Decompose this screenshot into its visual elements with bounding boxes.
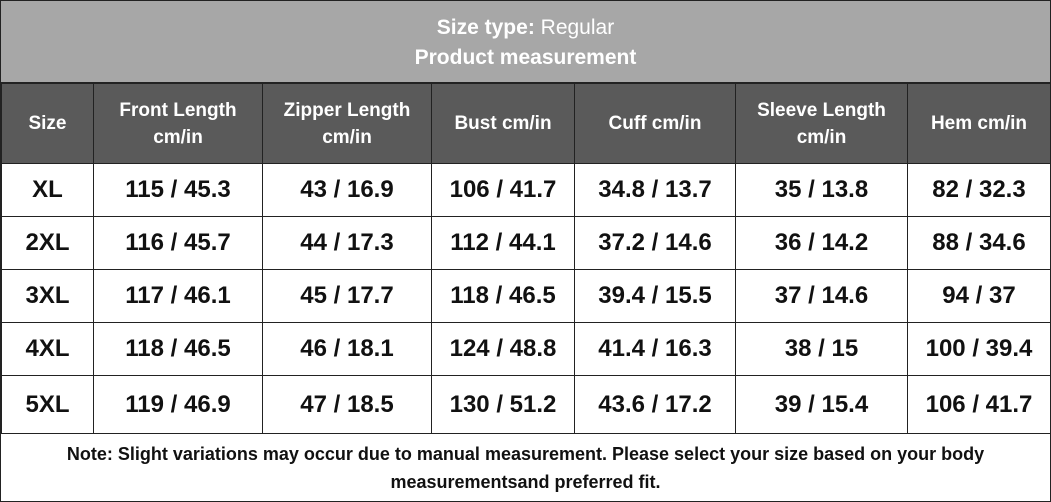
measurement-cell: 112 / 44.1 (431, 216, 575, 270)
size-cell: XL (1, 163, 94, 217)
measurement-cell: 100 / 39.4 (907, 322, 1051, 376)
subtitle: Product measurement (1, 43, 1050, 73)
column-header: Cuff cm/in (574, 83, 736, 164)
title: Size type: Regular (1, 13, 1050, 43)
column-header: Sleeve Length cm/in (735, 83, 908, 164)
measurement-cell: 36 / 14.2 (735, 216, 908, 270)
measurement-cell: 37 / 14.6 (735, 269, 908, 323)
size-table: Size Front Length cm/in Zipper Length cm/i… (1, 83, 1051, 434)
measurement-cell: 41.4 / 16.3 (574, 322, 736, 376)
measurement-cell: 88 / 34.6 (907, 216, 1051, 270)
size-cell: 4XL (1, 322, 94, 376)
measurement-cell: 82 / 32.3 (907, 163, 1051, 217)
measurement-cell: 115 / 45.3 (93, 163, 263, 217)
table-body: XL 115 / 45.3 43 / 16.9 106 / 41.7 34.8 / 13… (1, 163, 1051, 434)
measurement-cell: 38 / 15 (735, 322, 908, 376)
measurement-cell: 45 / 17.7 (262, 269, 432, 323)
size-cell: 5XL (1, 375, 94, 434)
column-header: Front Length cm/in (93, 83, 263, 164)
size-cell: 3XL (1, 269, 94, 323)
measurement-cell: 37.2 / 14.6 (574, 216, 736, 270)
measurement-cell: 43 / 16.9 (262, 163, 432, 217)
measurement-cell: 35 / 13.8 (735, 163, 908, 217)
column-header: Bust cm/in (431, 83, 575, 164)
measurement-cell: 116 / 45.7 (93, 216, 263, 270)
measurement-cell: 43.6 / 17.2 (574, 375, 736, 434)
measurement-cell: 39 / 15.4 (735, 375, 908, 434)
table-row: XL 115 / 45.3 43 / 16.9 106 / 41.7 34.8 / 13… (1, 163, 1051, 217)
table-row: 5XL 119 / 46.9 47 / 18.5 130 / 51.2 43.6 / 1… (1, 375, 1051, 434)
column-header: Zipper Length cm/in (262, 83, 432, 164)
measurement-cell: 119 / 46.9 (93, 375, 263, 434)
column-header: Hem cm/in (907, 83, 1051, 164)
measurement-cell: 117 / 46.1 (93, 269, 263, 323)
size-cell: 2XL (1, 216, 94, 270)
table-row: 4XL 118 / 46.5 46 / 18.1 124 / 48.8 41.4 / 1… (1, 322, 1051, 376)
measurement-cell: 106 / 41.7 (907, 375, 1051, 434)
measurement-cell: 44 / 17.3 (262, 216, 432, 270)
column-header: Size (1, 83, 94, 164)
measurement-cell: 47 / 18.5 (262, 375, 432, 434)
table-row: 3XL 117 / 46.1 45 / 17.7 118 / 46.5 39.4 / 1… (1, 269, 1051, 323)
measurement-cell: 124 / 48.8 (431, 322, 575, 376)
measurement-cell: 94 / 37 (907, 269, 1051, 323)
subtitle-text: Product measurement (414, 46, 637, 69)
measurement-cell: 118 / 46.5 (431, 269, 575, 323)
measurement-cell: 34.8 / 13.7 (574, 163, 736, 217)
measurement-cell: 106 / 41.7 (431, 163, 575, 217)
measurement-cell: 46 / 18.1 (262, 322, 432, 376)
measurement-cell: 130 / 51.2 (431, 375, 575, 434)
note: Note: Slight variations may occur due to… (66, 444, 985, 492)
table-row: 2XL 116 / 45.7 44 / 17.3 112 / 44.1 37.2 / 1… (1, 216, 1051, 270)
title-label: Size type: (436, 16, 535, 39)
title-value: Regular (540, 16, 615, 39)
measurement-cell: 39.4 / 15.5 (574, 269, 736, 323)
header: Size type: Regular Product measurement (1, 1, 1050, 83)
header-row: Size Front Length cm/in Zipper Length cm/i… (1, 83, 1051, 164)
measurement-cell: 118 / 46.5 (93, 322, 263, 376)
